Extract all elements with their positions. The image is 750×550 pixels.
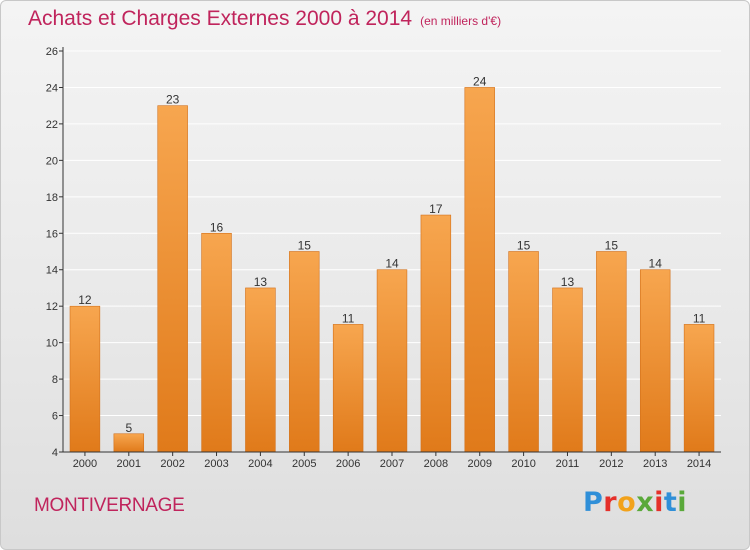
x-tick-label: 2009 — [467, 458, 491, 470]
logo-letter: x — [636, 487, 655, 518]
data-label: 15 — [605, 239, 619, 253]
data-label: 15 — [298, 239, 312, 253]
y-tick-label: 4 — [52, 447, 58, 459]
x-tick-label: 2001 — [117, 458, 141, 470]
data-label: 5 — [125, 421, 132, 435]
data-label: 13 — [561, 275, 575, 289]
y-tick-label: 6 — [52, 411, 58, 423]
data-label: 11 — [693, 311, 706, 325]
y-tick-label: 12 — [46, 301, 58, 313]
data-label: 16 — [210, 220, 224, 234]
logo-letter: P — [583, 487, 604, 518]
bar — [245, 287, 276, 453]
x-tick-label: 2014 — [687, 458, 711, 470]
x-tick-label: 2005 — [292, 458, 316, 470]
bar — [420, 214, 452, 453]
bar — [69, 305, 101, 453]
bar — [113, 433, 145, 453]
y-tick-label: 8 — [52, 374, 58, 386]
x-tick-label: 2012 — [599, 458, 623, 470]
data-label: 15 — [517, 239, 531, 253]
commune-name: MONTIVERNAGE — [34, 495, 185, 516]
y-tick-label: 26 — [46, 46, 58, 58]
x-tick-label: 2007 — [380, 458, 404, 470]
data-label: 11 — [342, 311, 355, 325]
x-tick-label: 2002 — [160, 458, 184, 470]
y-tick-label: 10 — [46, 338, 58, 350]
x-tick-label: 2000 — [73, 458, 97, 470]
bar — [289, 251, 320, 453]
data-label: 12 — [78, 293, 92, 307]
y-tick-label: 22 — [46, 119, 58, 131]
x-tick-label: 2004 — [248, 458, 272, 470]
data-label: 13 — [254, 275, 268, 289]
data-label: 24 — [473, 74, 487, 88]
y-tick-label: 14 — [46, 265, 58, 277]
bar — [683, 324, 715, 453]
logo-letter: i — [677, 487, 688, 518]
bar — [201, 232, 232, 453]
bar — [157, 105, 188, 453]
logo-letter: r — [603, 487, 618, 518]
y-tick-label: 18 — [46, 192, 58, 204]
data-label: 23 — [166, 93, 180, 107]
bar — [639, 269, 671, 453]
bar — [596, 251, 627, 453]
logo-letter: t — [663, 487, 678, 518]
logo-letter: o — [617, 487, 637, 518]
y-tick-label: 16 — [46, 228, 58, 240]
y-tick-label: 24 — [46, 82, 58, 94]
chart-subtitle: (en milliers d'€) — [420, 14, 502, 28]
bar — [552, 287, 583, 453]
chart-title: Achats et Charges Externes 2000 à 2014 (e… — [28, 7, 501, 31]
proxiti-logo: Proxiti — [583, 489, 687, 516]
x-tick-label: 2010 — [511, 458, 535, 470]
data-label: 17 — [429, 202, 443, 216]
bar — [464, 87, 495, 453]
x-tick-label: 2006 — [336, 458, 360, 470]
x-tick-label: 2011 — [556, 458, 580, 470]
x-tick-label: 2008 — [424, 458, 448, 470]
x-tick-label: 2013 — [643, 458, 667, 470]
bar — [508, 251, 539, 453]
bar — [332, 324, 364, 453]
x-tick-label: 2003 — [204, 458, 228, 470]
logo-letter: i — [654, 487, 664, 518]
data-label: 14 — [385, 257, 399, 271]
y-tick-label: 20 — [46, 155, 58, 167]
data-label: 14 — [649, 257, 663, 271]
chart-title-text: Achats et Charges Externes 2000 à 2014 — [28, 7, 413, 30]
bar — [376, 269, 408, 453]
